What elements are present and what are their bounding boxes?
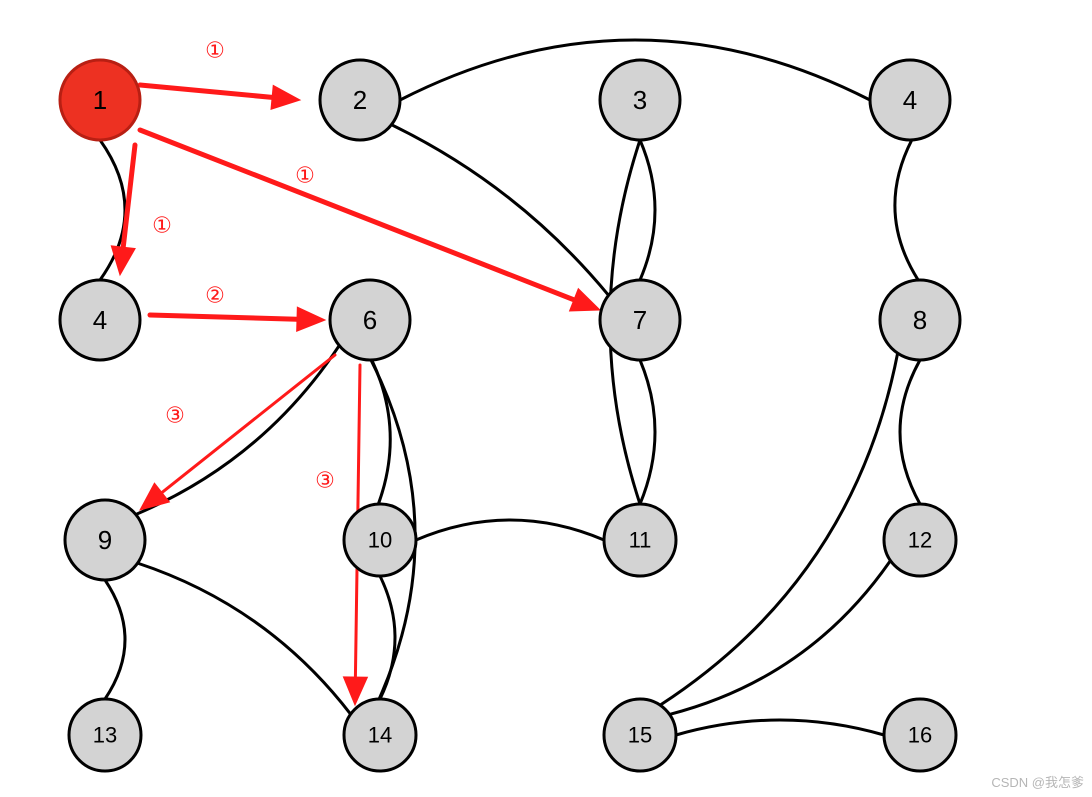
node-label-7: 7 bbox=[633, 305, 647, 335]
step-annotation: ① bbox=[205, 38, 225, 63]
edge-n8-n12 bbox=[900, 360, 920, 504]
bfs-arrow-head bbox=[343, 677, 367, 705]
edges-layer bbox=[100, 40, 920, 735]
bfs-arrow bbox=[140, 130, 574, 300]
edge-n9-n14 bbox=[138, 563, 351, 714]
nodes-layer: 12344678910111213141516 bbox=[60, 60, 960, 771]
node-label-15: 15 bbox=[628, 723, 652, 748]
node-label-6: 6 bbox=[363, 305, 377, 335]
watermark-text: CSDN @我怎爹 bbox=[991, 772, 1084, 791]
arrows-layer bbox=[111, 85, 600, 705]
bfs-arrow-head bbox=[570, 289, 600, 311]
edge-n7-n11 bbox=[640, 360, 655, 504]
node-label-10: 10 bbox=[368, 528, 392, 553]
bfs-arrow-head bbox=[111, 246, 135, 275]
node-label-11: 11 bbox=[629, 528, 652, 553]
bfs-arrow-head bbox=[297, 307, 325, 331]
edge-n15-n16 bbox=[676, 720, 884, 735]
node-label-3: 3 bbox=[633, 85, 647, 115]
edge-n3-n7 bbox=[640, 140, 655, 280]
step-annotation: ① bbox=[152, 213, 172, 238]
bfs-arrow-head bbox=[140, 483, 169, 510]
edge-n10-n14 bbox=[380, 576, 395, 699]
edge-n12-n15 bbox=[670, 561, 891, 715]
node-label-9: 9 bbox=[98, 525, 112, 555]
bfs-arrow bbox=[162, 355, 335, 493]
node-label-13: 13 bbox=[93, 723, 117, 748]
step-annotation: ③ bbox=[165, 403, 185, 428]
bfs-arrow bbox=[140, 85, 272, 97]
node-label-8: 8 bbox=[913, 305, 927, 335]
step-annotation: ③ bbox=[315, 468, 335, 493]
node-label-12: 12 bbox=[908, 528, 932, 553]
node-label-4: 4 bbox=[903, 85, 917, 115]
edge-n8-n15 bbox=[660, 353, 897, 705]
step-annotation: ① bbox=[295, 163, 315, 188]
annotations-layer: ① ① ① ② ③ ③ bbox=[152, 38, 335, 493]
node-label-16: 16 bbox=[908, 723, 932, 748]
edge-n10-n11 bbox=[416, 520, 604, 540]
step-annotation: ② bbox=[205, 283, 225, 308]
node-label-2: 2 bbox=[353, 85, 367, 115]
bfs-arrow-head bbox=[271, 85, 300, 109]
edge-n9-n13 bbox=[105, 580, 125, 699]
node-label-1: 1 bbox=[93, 85, 107, 115]
bfs-arrow bbox=[150, 315, 297, 319]
edge-n4t-n8 bbox=[895, 140, 918, 280]
node-label-14: 14 bbox=[368, 723, 392, 748]
graph-diagram: 12344678910111213141516①①①②③③ bbox=[0, 0, 1092, 797]
node-label-4: 4 bbox=[93, 305, 107, 335]
